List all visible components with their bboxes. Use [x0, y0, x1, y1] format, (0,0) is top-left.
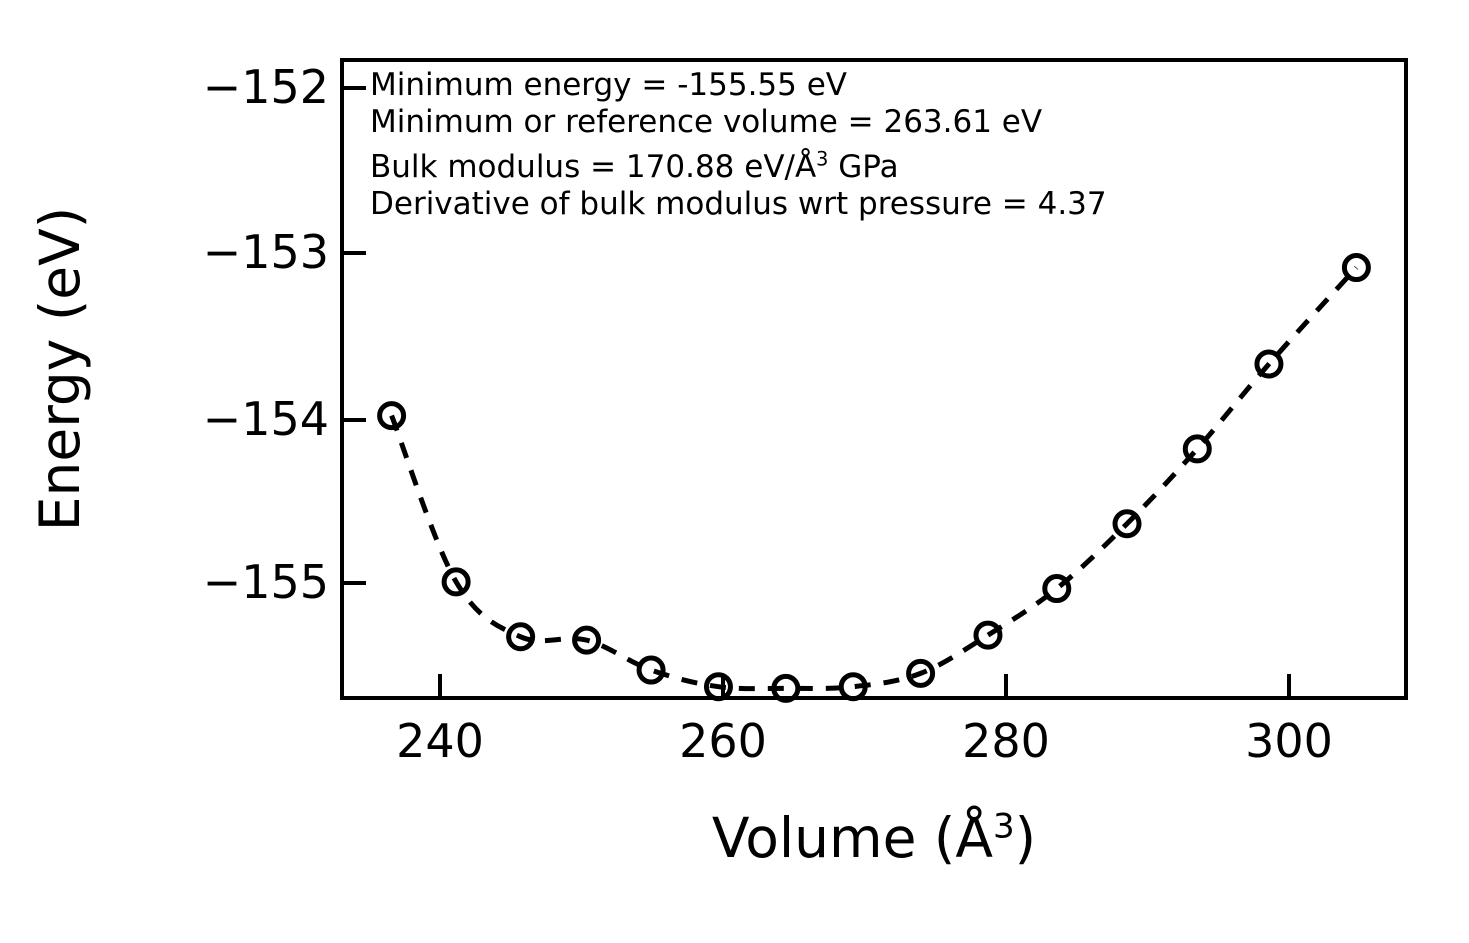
y-tick-label-155: −155 [202, 555, 329, 609]
annotation-bulk-modulus-pre: Bulk modulus = 170.88 eV/Å [370, 149, 817, 185]
annotation-bulk-modulus-exponent: 3 [816, 147, 829, 171]
x-axis-label: Volume (Å3) [340, 806, 1408, 870]
x-axis-label-tail: ) [1014, 806, 1037, 870]
annotation-bulk-modulus-derivative: Derivative of bulk modulus wrt pressure … [370, 186, 1107, 222]
annotation-bulk-modulus-post: GPa [828, 149, 899, 185]
x-tick-label-280: 280 [962, 714, 1050, 768]
annotation-bulk-modulus: Bulk modulus = 170.88 eV/Å3 GPa [370, 149, 1107, 185]
x-tick-label-300: 300 [1245, 714, 1333, 768]
y-tick-label-154: −154 [202, 392, 329, 446]
annotation-minimum-volume: Minimum or reference volume = 263.61 eV [370, 104, 1043, 140]
x-axis-label-exponent: 3 [992, 806, 1015, 847]
y-tick-label-152: −152 [202, 60, 329, 114]
y-tick-label-153: −153 [202, 225, 329, 279]
annotation-minimum-energy: Minimum energy = -155.55 eV [370, 67, 848, 103]
x-tick-label-240: 240 [396, 714, 484, 768]
fit-results-annotation: Minimum energy = -155.55 eV Minimum or r… [370, 70, 1107, 226]
y-axis-label: Energy (eV) [28, 206, 92, 532]
x-axis-label-base: Volume (Å [711, 806, 993, 870]
x-tick-label-260: 260 [679, 714, 767, 768]
plot-axes-frame [340, 58, 1408, 700]
